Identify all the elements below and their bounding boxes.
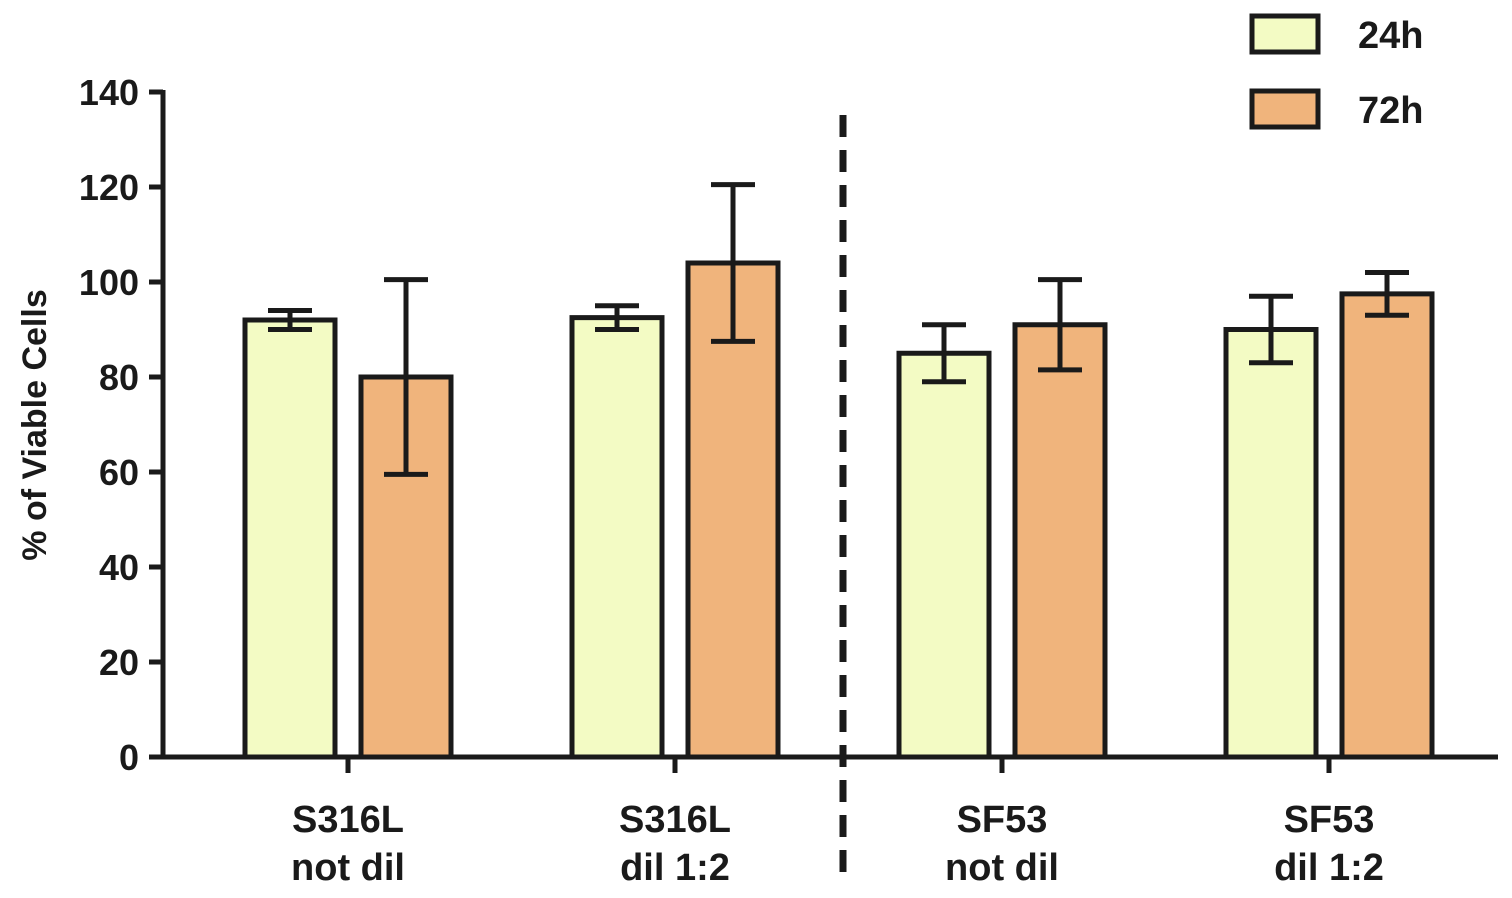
- bars: [242, 260, 1435, 760]
- y-tick-label: 140: [79, 72, 139, 113]
- y-tick-label: 20: [99, 642, 139, 683]
- x-category-label-line1: S316L: [619, 799, 731, 841]
- legend-swatch-24h: [1249, 13, 1321, 55]
- y-tick-label: 100: [79, 262, 139, 303]
- y-tick-label: 120: [79, 167, 139, 208]
- legend: 24h 72h: [1249, 13, 1423, 132]
- y-axis-title: % of Viable Cells: [16, 289, 54, 560]
- bar-24h-1: [242, 317, 338, 760]
- legend-label-24h: 24h: [1358, 15, 1423, 57]
- x-category-label-line1: SF53: [957, 799, 1048, 841]
- x-category-label-line1: S316L: [292, 799, 404, 841]
- error-bars: [268, 182, 1409, 477]
- legend-label-72h: 72h: [1358, 90, 1423, 132]
- x-category-label-line2: not dil: [291, 847, 405, 889]
- y-tick-label: 60: [99, 452, 139, 493]
- x-category-label-line1: SF53: [1284, 799, 1375, 841]
- bar-72h-4: [1339, 291, 1435, 760]
- bar-72h-3: [1012, 322, 1108, 760]
- bar-24h-2: [569, 315, 665, 760]
- y-tick-label: 0: [119, 737, 139, 778]
- y-tick-label: 40: [99, 547, 139, 588]
- x-category-label-line2: dil 1:2: [620, 847, 730, 889]
- bar-72h-2: [685, 260, 781, 760]
- x-axis: S316L not dil S316L dil 1:2 SF53 not dil SF53 d…: [161, 754, 1498, 889]
- y-tick-label: 80: [99, 357, 139, 398]
- legend-swatch-72h: [1249, 88, 1321, 130]
- bar-72h-1: [358, 374, 454, 760]
- bar-24h-3: [896, 350, 992, 760]
- bar-24h-4: [1223, 327, 1319, 760]
- x-category-label-line2: not dil: [945, 847, 1059, 889]
- y-axis: 0 20 40 60 80 100 120 140: [79, 72, 166, 778]
- x-category-label-line2: dil 1:2: [1274, 847, 1384, 889]
